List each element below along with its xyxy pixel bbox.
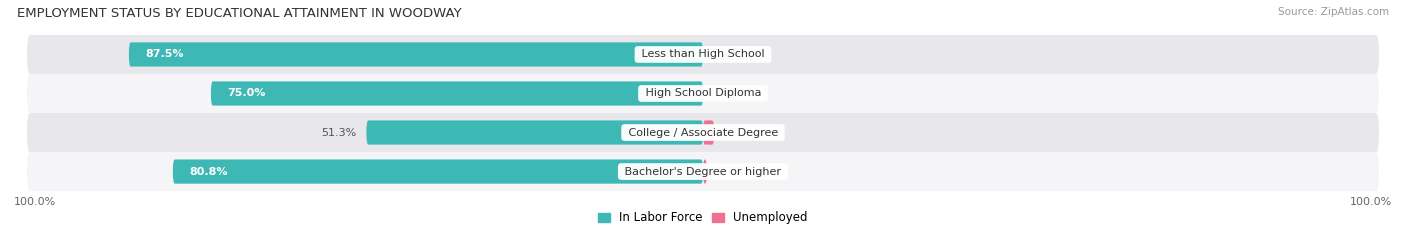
Text: High School Diploma: High School Diploma [641,89,765,99]
Text: Source: ZipAtlas.com: Source: ZipAtlas.com [1278,7,1389,17]
Text: 75.0%: 75.0% [228,89,266,99]
FancyBboxPatch shape [367,120,703,145]
Text: 0.0%: 0.0% [713,49,741,59]
FancyBboxPatch shape [173,159,703,184]
Text: 0.0%: 0.0% [713,89,741,99]
Text: 51.3%: 51.3% [322,127,357,137]
Text: 100.0%: 100.0% [14,197,56,207]
Text: College / Associate Degree: College / Associate Degree [624,127,782,137]
Legend: In Labor Force, Unemployed: In Labor Force, Unemployed [593,206,813,229]
FancyBboxPatch shape [211,81,703,106]
FancyBboxPatch shape [27,113,1379,152]
FancyBboxPatch shape [703,159,707,184]
Text: 1.7%: 1.7% [724,127,752,137]
Text: EMPLOYMENT STATUS BY EDUCATIONAL ATTAINMENT IN WOODWAY: EMPLOYMENT STATUS BY EDUCATIONAL ATTAINM… [17,7,461,20]
FancyBboxPatch shape [27,35,1379,74]
Text: 0.6%: 0.6% [717,167,745,177]
FancyBboxPatch shape [27,74,1379,113]
Text: Bachelor's Degree or higher: Bachelor's Degree or higher [621,167,785,177]
Text: 87.5%: 87.5% [145,49,184,59]
Text: 80.8%: 80.8% [190,167,228,177]
Text: Less than High School: Less than High School [638,49,768,59]
Text: 100.0%: 100.0% [1350,197,1392,207]
FancyBboxPatch shape [27,152,1379,191]
FancyBboxPatch shape [129,42,703,67]
FancyBboxPatch shape [703,120,714,145]
